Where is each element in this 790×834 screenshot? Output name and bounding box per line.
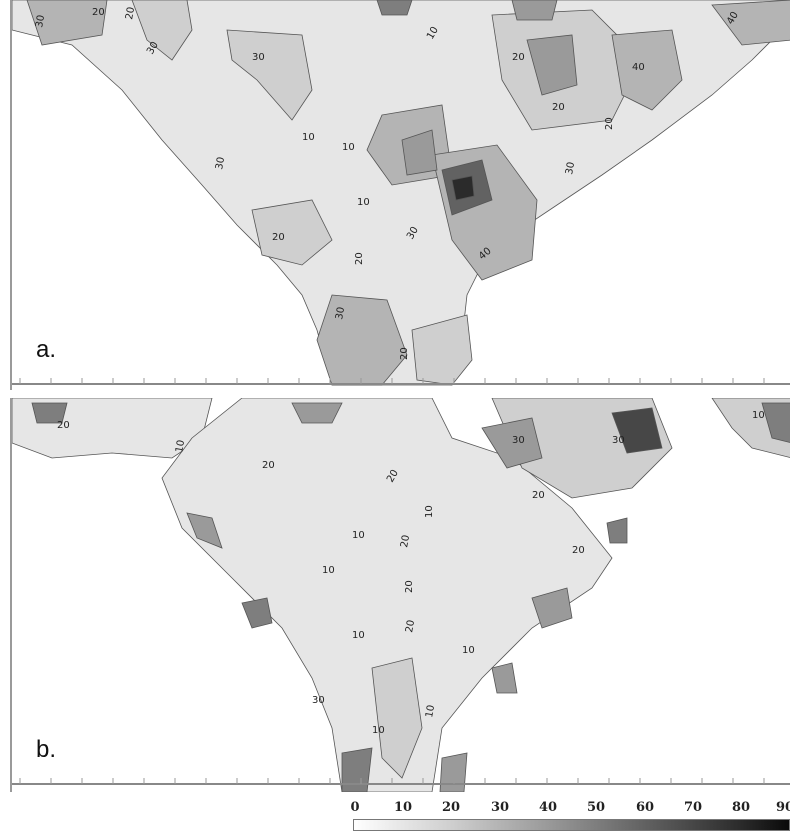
contour-level-label: 20: [399, 347, 410, 360]
colorbar-legend: 0 10 20 30 40 50 60 70 80 90: [345, 798, 790, 834]
contour-level-label: 20: [124, 6, 137, 20]
colorbar-tick-label: 60: [636, 800, 654, 815]
contour-level-label: 30: [512, 435, 525, 446]
contour-level-label: 30: [252, 52, 265, 63]
contour-region-40: [492, 663, 517, 693]
contour-level-label: 20: [272, 232, 285, 243]
contour-level-label: 20: [604, 117, 615, 130]
contour-level-label: 10: [424, 505, 435, 518]
contour-level-label: 10: [352, 630, 365, 641]
contour-region-40: [512, 0, 557, 20]
contour-level-label: 20: [404, 580, 415, 593]
contour-level-label: 10: [357, 197, 370, 208]
contour-level-label: 40: [632, 62, 645, 73]
contour-level-label: 20: [512, 52, 525, 63]
contour-level-label: 30: [34, 14, 47, 28]
contour-level-label: 20: [532, 490, 545, 501]
contour-level-label: 30: [334, 306, 347, 320]
contour-level-label: 20: [404, 619, 417, 633]
contour-region-50: [607, 518, 627, 543]
contour-level-label: 30: [312, 695, 325, 706]
contour-level-label: 20: [57, 420, 70, 431]
contour-level-label: 10: [462, 645, 475, 656]
contour-panel-a: 30 20 30 10 10 10 20 20 30 20 10 30 20 40 20 30 20 30 40 40…: [10, 0, 790, 390]
contour-level-label: 30: [564, 161, 577, 175]
colorbar-tick-label: 50: [587, 800, 605, 815]
colorbar-tick-label: 30: [491, 800, 509, 815]
contour-level-label: 30: [612, 435, 625, 446]
colorbar-tick-label: 90: [776, 800, 790, 815]
contour-level-label: 10: [174, 439, 187, 453]
contour-level-label: 20: [262, 460, 275, 471]
contour-region-40: [440, 753, 467, 792]
contour-region-80: [452, 176, 474, 200]
contour-region-50: [242, 598, 272, 628]
colorbar-tick-label: 10: [394, 800, 412, 815]
panel-label-a: a.: [36, 336, 56, 364]
colorbar-tick-label: 70: [684, 800, 702, 815]
colorbar-ticks: 0 10 20 30 40 50 60 70 80 90: [345, 798, 790, 818]
contour-level-label: 30: [214, 156, 227, 170]
contour-level-label: 10: [372, 725, 385, 736]
contour-level-label: 20: [92, 7, 105, 18]
panel-label-b: b.: [36, 736, 56, 764]
contour-level-label: 10: [322, 565, 335, 576]
contour-level-label: 20: [572, 545, 585, 556]
contour-level-label: 20: [552, 102, 565, 113]
contour-level-label: 10: [424, 704, 437, 718]
contour-level-label: 10: [302, 132, 315, 143]
colorbar-gradient: [353, 819, 790, 831]
colorbar-tick-label: 0: [350, 800, 359, 815]
colorbar-tick-label: 80: [732, 800, 750, 815]
contour-level-label: 20: [399, 534, 412, 548]
contour-level-label: 10: [342, 142, 355, 153]
contour-level-label: 20: [354, 252, 365, 265]
colorbar-tick-label: 40: [539, 800, 557, 815]
contour-region-50: [377, 0, 412, 15]
contour-level-label: 10: [352, 530, 365, 541]
contour-panel-b: 20 10 20 20 10 20 10 10 20 20 20 20 30 30 10 10 10 30 10 10…: [10, 398, 790, 792]
colorbar-tick-label: 20: [442, 800, 460, 815]
contour-level-label: 10: [752, 410, 765, 421]
contour-region-50: [342, 748, 372, 792]
